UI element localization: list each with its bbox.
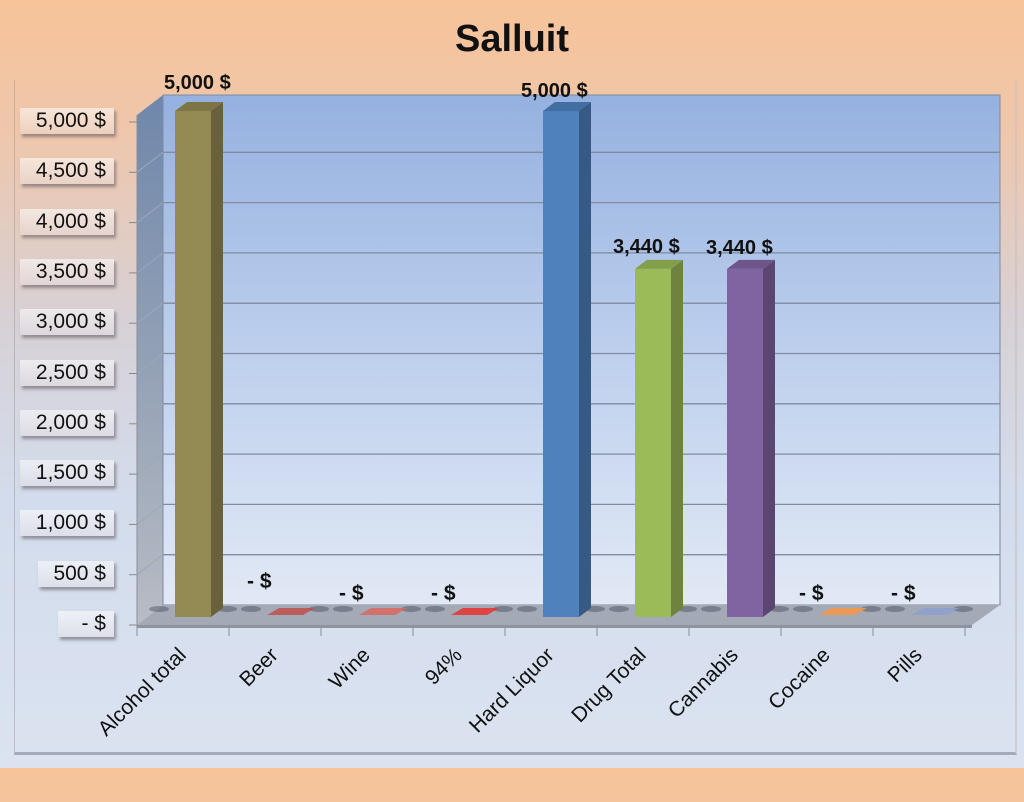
data-label: - $ [891, 582, 916, 605]
bars [175, 102, 959, 617]
y-tick-label: 1,000 $ [20, 510, 114, 537]
data-label: - $ [431, 582, 456, 605]
y-tick-label: 3,500 $ [20, 258, 114, 285]
y-tick-label: 1,500 $ [20, 460, 114, 487]
y-tick-label: - $ [58, 611, 114, 637]
bar-wine [359, 608, 407, 615]
y-tick-label: 4,000 $ [20, 208, 114, 235]
data-label: 5,000 $ [164, 72, 231, 94]
data-label: - $ [799, 582, 824, 605]
data-label: - $ [339, 582, 364, 605]
side-wall [137, 95, 163, 625]
chart-frame [14, 80, 1017, 755]
y-tick-label: 2,500 $ [20, 359, 114, 386]
y-tick-label: 2,000 $ [20, 409, 114, 436]
y-tick-label: 5,000 $ [20, 108, 114, 134]
bar-alcohol-total [175, 102, 223, 617]
y-tick-label: 4,500 $ [20, 158, 114, 185]
bar-cannabis [727, 259, 775, 617]
y-axis [129, 115, 138, 628]
data-label: 3,440 $ [706, 237, 773, 259]
chart-title: Salluit [454, 18, 570, 60]
bar-cocaine [819, 608, 867, 615]
plot-area [129, 94, 1001, 636]
bar-drug-total [635, 259, 683, 617]
bar-94- [451, 608, 499, 615]
bar-beer [267, 608, 315, 615]
x-axis [136, 628, 966, 636]
y-tick-label: 500 $ [38, 560, 114, 587]
data-label: - $ [247, 570, 272, 593]
data-label: 5,000 $ [521, 80, 588, 102]
y-tick-label: 3,000 $ [20, 309, 114, 336]
bar-hard-liquor [543, 102, 591, 617]
data-label: 3,440 $ [613, 236, 680, 258]
bar-pills [911, 608, 959, 615]
